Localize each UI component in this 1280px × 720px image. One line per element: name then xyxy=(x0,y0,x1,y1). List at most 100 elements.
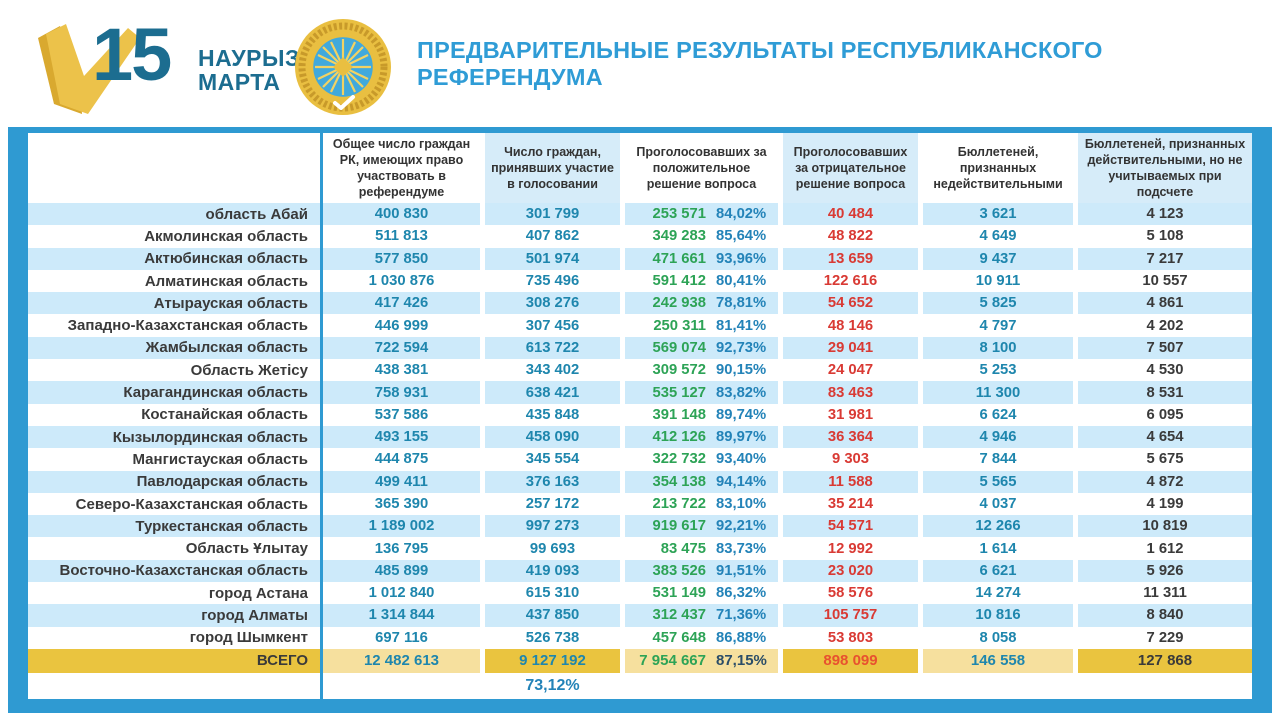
region-name: Кызылординская область xyxy=(28,425,320,449)
invalid-ballots-value: 10 911 xyxy=(918,269,1073,293)
participated-value: 419 093 xyxy=(480,559,620,583)
participated-value: 613 722 xyxy=(480,336,620,360)
total-eligible-value: 511 813 xyxy=(320,225,480,248)
table-row: Туркестанская область 1 189 002 997 273 919… xyxy=(28,515,1252,538)
participated-value: 308 276 xyxy=(480,292,620,315)
negative-votes-value: 11 588 xyxy=(778,470,918,493)
table-row: Актюбинская область 577 850 501 974 471 661… xyxy=(28,247,1252,270)
turnout-empty xyxy=(918,672,1073,699)
total-eligible-value: 1 189 002 xyxy=(320,515,480,538)
total-eligible-value: 577 850 xyxy=(320,247,480,270)
positive-percent-value: 71,36% xyxy=(710,604,778,627)
participated-value: 435 848 xyxy=(480,403,620,426)
negative-votes-value: 29 041 xyxy=(778,336,918,360)
invalid-ballots-value: 4 037 xyxy=(918,492,1073,516)
positive-votes-value: 531 149 xyxy=(620,582,710,605)
positive-votes-value: 83 475 xyxy=(620,537,710,560)
negative-votes-value: 12 992 xyxy=(778,537,918,560)
valid-not-counted-value: 5 926 xyxy=(1073,559,1252,583)
invalid-ballots-value: 14 274 xyxy=(918,582,1073,605)
positive-percent-value: 81,41% xyxy=(716,317,767,334)
total-eligible-value: 417 426 xyxy=(320,292,480,315)
positive-votes-value: 253 571 xyxy=(620,203,710,226)
table-row: Карагандинская область 758 931 638 421 535 … xyxy=(28,381,1252,404)
table-row: Область Ұлытау 136 795 99 693 83 475 83,73% 1… xyxy=(28,537,1252,560)
region-name: город Шымкент xyxy=(189,629,308,647)
page-title: ПРЕДВАРИТЕЛЬНЫЕ РЕЗУЛЬТАТЫ РЕСПУБЛИКАНСК… xyxy=(417,36,1103,90)
negative-votes-value: 53 803 xyxy=(778,626,918,649)
header-positive-votes: Проголосовавших за положительное решение… xyxy=(620,133,778,203)
positive-percent-value: 84,02% xyxy=(710,203,778,226)
negative-votes-value: 58 576 xyxy=(778,582,918,605)
header-invalid-ballots: Бюллетеней, признанных недействительными xyxy=(918,133,1073,203)
total-positive-votes: 7 954 667 xyxy=(620,648,710,673)
valid-not-counted-value: 4 654 xyxy=(1073,425,1252,449)
table-row: Алматинская область 1 030 876 735 496 591 4… xyxy=(28,269,1252,293)
valid-not-counted-value: 7 217 xyxy=(1073,247,1252,270)
participated-value: 526 738 xyxy=(480,626,620,649)
positive-percent-value: 80,41% xyxy=(716,273,767,290)
participated-value: 437 850 xyxy=(480,604,620,627)
region-name: Павлодарская область xyxy=(28,470,320,493)
valid-not-counted-value: 10 557 xyxy=(1073,269,1252,293)
valid-not-counted-value: 4 530 xyxy=(1073,359,1252,382)
total-eligible: 12 482 613 xyxy=(320,648,480,673)
table-row: город Шымкент 697 116 526 738 457 648 86,88%… xyxy=(28,626,1252,649)
logo-words: НАУРЫЗ МАРТА xyxy=(198,46,300,94)
total-eligible-value: 136 795 xyxy=(320,537,480,560)
positive-percent-value: 83,82% xyxy=(710,381,778,404)
invalid-ballots-value: 9 437 xyxy=(918,247,1073,270)
participated-value: 376 163 xyxy=(480,470,620,493)
invalid-ballots-value: 5 825 xyxy=(918,292,1073,315)
positive-votes-value: 250 311 xyxy=(620,314,710,337)
table-row: Северо-Казахстанская область 365 390 257 1… xyxy=(28,492,1252,516)
negative-votes-value: 9 303 xyxy=(778,448,918,471)
valid-not-counted-value: 4 872 xyxy=(1073,470,1252,493)
positive-votes-value: 383 526 xyxy=(620,559,710,583)
positive-percent-value: 93,40% xyxy=(716,451,767,468)
positive-percent-value: 86,32% xyxy=(716,585,767,602)
participated-value: 638 421 xyxy=(480,381,620,404)
region-name: Западно-Казахстанская область xyxy=(67,317,308,335)
positive-percent-value: 83,73% xyxy=(716,540,767,557)
negative-votes-value: 54 652 xyxy=(778,292,918,315)
positive-votes-value: 312 437 xyxy=(620,604,710,627)
negative-votes-value: 40 484 xyxy=(778,203,918,226)
invalid-ballots-value: 4 649 xyxy=(918,225,1073,248)
turnout-empty xyxy=(620,672,710,699)
invalid-ballots-value: 4 946 xyxy=(918,425,1073,449)
total-eligible-value: 1 012 840 xyxy=(320,582,480,605)
total-row: ВСЕГО 12 482 613 9 127 192 7 954 667 87,… xyxy=(28,648,1252,673)
invalid-ballots-value: 6 621 xyxy=(918,559,1073,583)
valid-not-counted-value: 6 095 xyxy=(1073,403,1252,426)
table-row: Жамбылская область 722 594 613 722 569 074 9… xyxy=(28,336,1252,360)
region-name: Область Ұлытау xyxy=(185,540,308,558)
total-negative-votes: 898 099 xyxy=(778,648,918,673)
positive-percent-value: 89,97% xyxy=(710,425,778,449)
positive-votes-value: 457 648 xyxy=(620,626,710,649)
participated-value: 99 693 xyxy=(480,537,620,560)
negative-votes-value: 54 571 xyxy=(778,515,918,538)
table-row: Западно-Казахстанская область 446 999 307 … xyxy=(28,314,1252,337)
total-eligible-value: 444 875 xyxy=(320,448,480,471)
turnout-empty xyxy=(710,672,778,699)
total-eligible-value: 493 155 xyxy=(320,425,480,449)
turnout-empty xyxy=(1073,672,1252,699)
positive-votes-value: 322 732 xyxy=(620,448,710,471)
valid-not-counted-value: 10 819 xyxy=(1073,515,1252,538)
march-15-logo: 15 НАУРЫЗ МАРТА xyxy=(36,13,299,114)
positive-votes-value: 471 661 xyxy=(620,247,710,270)
participated-value: 501 974 xyxy=(480,247,620,270)
valid-not-counted-value: 4 202 xyxy=(1073,314,1252,337)
total-eligible-value: 1 314 844 xyxy=(320,604,480,627)
valid-not-counted-value: 5 675 xyxy=(1073,448,1252,471)
total-eligible-value: 400 830 xyxy=(320,203,480,226)
invalid-ballots-value: 3 621 xyxy=(918,203,1073,226)
positive-votes-value: 569 074 xyxy=(620,336,710,360)
table-body: область Абай 400 830 301 799 253 571 84,02% 4… xyxy=(28,203,1252,649)
valid-not-counted-value: 4 861 xyxy=(1073,292,1252,315)
negative-votes-value: 13 659 xyxy=(778,247,918,270)
table-row: Атырауская область 417 426 308 276 242 938 7… xyxy=(28,292,1252,315)
turnout-empty xyxy=(778,672,918,699)
region-name: город Алматы xyxy=(28,604,320,627)
